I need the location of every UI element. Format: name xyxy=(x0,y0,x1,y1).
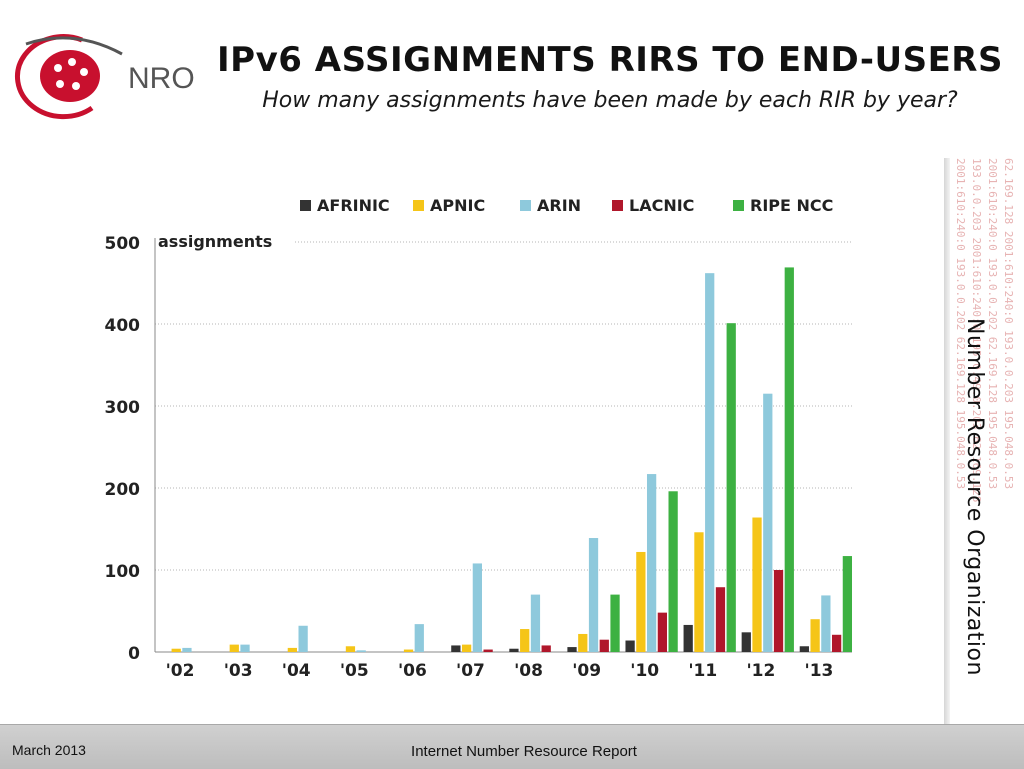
x-tick-label: '03 xyxy=(224,661,253,681)
legend-swatch xyxy=(520,200,531,211)
legend-label: AFRINIC xyxy=(317,196,390,215)
nro-logo: NRO xyxy=(14,30,204,120)
side-band-edge xyxy=(944,158,950,724)
x-tick-label: '02 xyxy=(166,661,195,681)
ip-string: 193.0.0.203 2001:610:240:0 195.0.49.0.20… xyxy=(970,158,983,503)
bar-lacnic xyxy=(657,612,667,652)
x-tick-label: '11 xyxy=(688,661,717,681)
bar-arin xyxy=(356,650,366,652)
organization-name: Number Resource Organization xyxy=(962,318,987,676)
bar-apnic xyxy=(171,648,181,652)
bar-arin xyxy=(472,563,482,652)
bar-arin xyxy=(821,595,831,652)
nro-logo-graphic: NRO xyxy=(15,34,195,120)
bar-afrinic xyxy=(741,632,751,652)
bar-afrinic xyxy=(567,647,577,652)
x-tick-label: '09 xyxy=(572,661,601,681)
y-tick-label: 200 xyxy=(105,480,141,500)
bar-apnic xyxy=(229,644,239,652)
bar-ripe-ncc xyxy=(668,491,678,652)
legend-swatch xyxy=(300,200,311,211)
legend-swatch xyxy=(413,200,424,211)
x-tick-label: '13 xyxy=(805,661,834,681)
x-tick-label: '05 xyxy=(340,661,369,681)
bar-apnic xyxy=(345,646,356,652)
bar-arin xyxy=(182,647,192,652)
bar-afrinic xyxy=(509,648,519,652)
ip-string: 62.169.128 2001:610:240:0 193.0.0.203 19… xyxy=(1002,158,1015,490)
x-tick-label: '12 xyxy=(746,661,775,681)
page-subtitle: How many assignments have been made by e… xyxy=(262,88,958,113)
y-tick-label: 0 xyxy=(128,644,140,664)
bar-lacnic xyxy=(715,587,726,652)
x-tick-label: '04 xyxy=(282,661,311,681)
bar-ripe-ncc xyxy=(726,323,736,652)
bar-ripe-ncc xyxy=(842,556,853,652)
bar-apnic xyxy=(752,517,762,652)
bar-afrinic xyxy=(451,645,461,652)
bar-afrinic xyxy=(799,646,809,652)
bar-arin xyxy=(530,594,541,652)
bar-arin xyxy=(705,273,715,652)
x-tick-label: '08 xyxy=(514,661,543,681)
bar-afrinic xyxy=(625,640,635,652)
y-tick-label: 300 xyxy=(105,398,141,418)
bar-arin xyxy=(298,625,308,652)
chart-axes: 0 100 200 300 400 500 '02 '03 '04 '05 '06 '07 '08 '09… xyxy=(105,234,852,681)
footer: March 2013 Internet Number Resource Repo… xyxy=(0,724,1024,769)
bar-arin xyxy=(763,393,773,652)
x-tick-label: '06 xyxy=(398,661,427,681)
bar-ripe-ncc xyxy=(610,594,620,652)
side-band: 2001:610:240:0 193.0.0.202 62.169.128 19… xyxy=(944,158,1024,724)
bar-lacnic xyxy=(599,639,609,652)
legend-swatch xyxy=(733,200,744,211)
bar-arin xyxy=(414,624,424,652)
legend-label: ARIN xyxy=(537,196,581,215)
y-tick-label: 100 xyxy=(105,562,141,582)
footer-date: March 2013 xyxy=(12,742,86,758)
legend-label: RIPE NCC xyxy=(750,196,833,215)
bar-apnic xyxy=(520,629,530,652)
bar-lacnic xyxy=(831,634,842,652)
bar-lacnic xyxy=(483,649,493,652)
y-axis-label: assignments xyxy=(158,232,272,251)
ip-string: 2001:610:240:0 193.0.0.202 62.169.128 19… xyxy=(954,158,967,490)
chart-bars xyxy=(171,267,853,652)
bar-apnic xyxy=(578,633,588,652)
legend-label: LACNIC xyxy=(629,196,694,215)
chart-grid xyxy=(155,241,852,571)
y-tick-label: 400 xyxy=(105,316,141,336)
legend-label: APNIC xyxy=(430,196,485,215)
bar-arin xyxy=(240,644,250,652)
x-tick-label: '07 xyxy=(456,661,485,681)
footer-report-title: Internet Number Resource Report xyxy=(411,743,637,760)
bar-arin xyxy=(646,474,657,652)
bar-chart: AFRINIC APNIC ARIN LACNIC RIPE NCC 0 100 200 30… xyxy=(105,196,853,681)
bar-apnic xyxy=(461,644,472,652)
bar-lacnic xyxy=(773,570,784,652)
ip-watermark: 2001:610:240:0 193.0.0.202 62.169.128 19… xyxy=(954,158,1022,724)
page-title: IPv6 ASSIGNMENTS RIRS TO END-USERS xyxy=(217,40,1003,80)
ip-string: 2001:610:240:0 193.0.0.202 62.169.128 19… xyxy=(986,158,999,490)
bar-ripe-ncc xyxy=(784,267,794,652)
bar-apnic xyxy=(694,532,704,652)
logo-text: NRO xyxy=(128,62,195,95)
bar-afrinic xyxy=(683,624,693,652)
bar-lacnic xyxy=(541,645,551,652)
bar-apnic xyxy=(403,649,414,652)
legend-swatch xyxy=(612,200,623,211)
bar-apnic xyxy=(287,647,297,652)
bar-apnic xyxy=(636,551,646,652)
y-tick-label: 500 xyxy=(105,234,141,254)
bar-arin xyxy=(588,538,599,652)
chart-legend: AFRINIC APNIC ARIN LACNIC RIPE NCC xyxy=(300,196,833,215)
x-tick-label: '10 xyxy=(630,661,659,681)
bar-apnic xyxy=(810,619,820,652)
